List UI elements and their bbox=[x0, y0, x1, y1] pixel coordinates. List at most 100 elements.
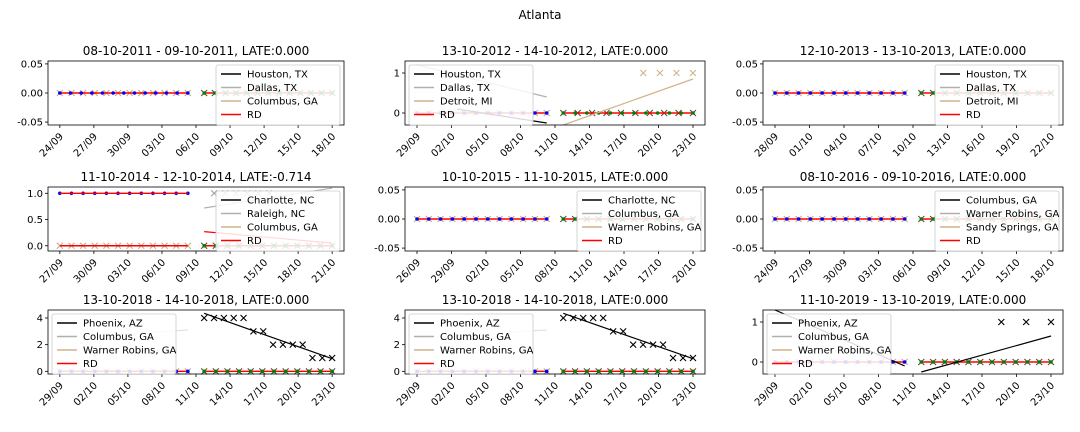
point-pre bbox=[832, 217, 836, 221]
point-pre bbox=[544, 369, 549, 374]
legend-entry: Columbus, GA bbox=[247, 223, 318, 234]
point-pre bbox=[902, 360, 907, 364]
legend-entry: Houston, TX bbox=[247, 70, 308, 81]
point-pre bbox=[867, 91, 872, 95]
x-tick-label: 29/09 bbox=[753, 380, 781, 408]
marker-upper bbox=[589, 314, 597, 322]
marker-upper bbox=[1022, 318, 1030, 326]
marker-upper bbox=[328, 354, 336, 362]
point-post bbox=[596, 369, 601, 374]
point-post bbox=[931, 217, 935, 221]
x-tick-label: 23/10 bbox=[310, 380, 338, 408]
point-post bbox=[679, 111, 684, 115]
legend: Charlotte, NC Raleigh, NC Columbus, GA RD bbox=[215, 190, 341, 252]
x-tick-label: 23/10 bbox=[671, 131, 699, 159]
point-pre bbox=[796, 217, 801, 221]
point-post bbox=[561, 369, 566, 374]
x-tick-label: 17/10 bbox=[636, 257, 664, 285]
x-tick-label: 12/10 bbox=[960, 257, 988, 285]
x-tick-label: 02/10 bbox=[787, 380, 815, 408]
chart-panel-1: 08-10-2011 - 09-10-2011, LATE:0.000 0.05 0… bbox=[17, 44, 345, 160]
point-post bbox=[990, 360, 994, 364]
legend-entry: Columbus, GA bbox=[247, 97, 318, 108]
chart-title: 12-10-2013 - 13-10-2013, LATE:0.000 bbox=[800, 44, 1027, 58]
legend-box bbox=[934, 64, 1060, 126]
marker-upper bbox=[997, 318, 1005, 326]
point-post bbox=[608, 111, 613, 115]
legend-box bbox=[51, 313, 177, 375]
point-pre bbox=[100, 91, 105, 95]
point-post bbox=[978, 360, 983, 364]
x-tick-label: 20/10 bbox=[276, 380, 304, 408]
x-tick-label: 26/09 bbox=[395, 257, 423, 285]
point-post bbox=[225, 369, 230, 374]
point-pre bbox=[773, 91, 777, 95]
x-tick-label: 22/10 bbox=[1029, 131, 1057, 159]
point-pre bbox=[891, 217, 895, 221]
x-tick-label: 15/10 bbox=[242, 257, 270, 285]
chart-title: 13-10-2012 - 14-10-2012, LATE:0.000 bbox=[442, 44, 669, 58]
legend-entry: Phoenix, AZ bbox=[83, 319, 143, 330]
marker-upper bbox=[689, 354, 697, 362]
axes-frame bbox=[47, 60, 345, 126]
x-tick-label: 14/10 bbox=[925, 380, 953, 408]
x-tick-label: 17/10 bbox=[602, 380, 630, 408]
x-tick-label: 04/10 bbox=[822, 131, 850, 159]
chart-title: 13-10-2018 - 14-10-2018, LATE:0.000 bbox=[83, 293, 310, 307]
chart-panel-7: 13-10-2018 - 14-10-2018, LATE:0.000 4 2 0 29… bbox=[37, 293, 345, 409]
point-pre bbox=[533, 369, 537, 374]
legend-entry: Charlotte, NC bbox=[247, 196, 314, 207]
point-pre bbox=[544, 111, 549, 115]
legend-entry: Columbus, GA bbox=[966, 196, 1037, 207]
marker-upper bbox=[230, 314, 238, 322]
point-pre bbox=[879, 91, 883, 95]
marker-upper bbox=[279, 341, 287, 349]
x-tick-label: 29/09 bbox=[429, 257, 457, 285]
y-tick-label: 1 bbox=[394, 69, 400, 80]
point-pre bbox=[186, 91, 190, 95]
figure-title: Atlanta bbox=[518, 8, 561, 22]
point-pre bbox=[902, 217, 907, 221]
point-post bbox=[237, 369, 241, 374]
point-post bbox=[608, 369, 613, 374]
x-tick-label: 08/10 bbox=[533, 257, 561, 285]
legend: Phoenix, AZ Columbus, GA Warner Robins, GA… bbox=[408, 313, 533, 375]
axes-frame bbox=[404, 186, 706, 252]
point-post bbox=[691, 111, 695, 115]
x-tick-label: 17/10 bbox=[242, 380, 270, 408]
point-pre bbox=[879, 217, 883, 221]
x-tick-label: 18/10 bbox=[310, 131, 338, 159]
point-pre bbox=[426, 217, 431, 221]
y-tick-label: 4 bbox=[394, 314, 400, 325]
point-pre bbox=[154, 91, 158, 95]
point-post bbox=[919, 91, 924, 95]
chart-title: 10-10-2015 - 11-10-2015, LATE:0.000 bbox=[442, 170, 669, 184]
point-post bbox=[260, 369, 265, 374]
point-post bbox=[1049, 360, 1053, 364]
point-post bbox=[667, 369, 672, 374]
y-tick-label: 0.05 bbox=[21, 59, 43, 70]
point-post bbox=[655, 369, 660, 374]
axes-frame bbox=[404, 60, 706, 126]
legend-entry: Columbus, GA bbox=[608, 209, 679, 220]
x-tick-label: 17/10 bbox=[602, 131, 630, 159]
x-tick-label: 15/10 bbox=[276, 131, 304, 159]
chart-title: 11-10-2019 - 13-10-2019, LATE:0.000 bbox=[800, 293, 1027, 307]
point-post bbox=[1025, 360, 1030, 364]
point-pre bbox=[533, 217, 537, 221]
x-tick-label: 06/10 bbox=[140, 257, 168, 285]
axes-frame bbox=[762, 309, 1064, 375]
point-pre bbox=[175, 91, 179, 95]
legend-entry: Warner Robins, GA bbox=[440, 346, 533, 357]
x-tick-label: 14/10 bbox=[567, 380, 595, 408]
trend-line-tan bbox=[563, 78, 694, 126]
x-tick-label: 12/10 bbox=[242, 131, 270, 159]
legend: Houston, TX Dallas, TX Columbus, GA RD bbox=[215, 64, 341, 126]
point-pre bbox=[68, 91, 73, 95]
y-tick-label: 0 bbox=[752, 358, 758, 369]
y-tick-label: 0 bbox=[394, 367, 400, 378]
axes-frame bbox=[404, 309, 706, 375]
x-tick-label: 11/10 bbox=[533, 131, 561, 159]
trend-line-black bbox=[563, 312, 694, 360]
